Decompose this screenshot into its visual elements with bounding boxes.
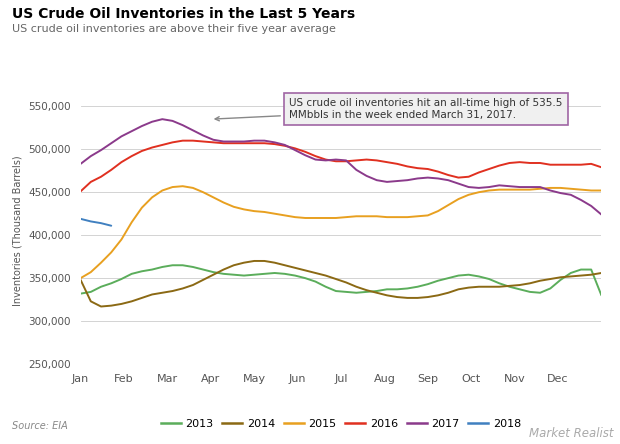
2015 [567,186,575,191]
2018 [77,216,84,222]
2018 [97,221,105,226]
2016 [77,189,84,194]
Text: Market Realist: Market Realist [529,427,614,440]
Line: 2014: 2014 [81,261,601,306]
2013 [598,293,605,298]
Line: 2013: 2013 [81,265,601,295]
2013 [332,288,340,293]
2015 [179,183,187,189]
2015 [598,188,605,193]
Y-axis label: Inventories (Thousand Barrels): Inventories (Thousand Barrels) [12,155,23,306]
2017 [424,175,432,180]
2013 [271,270,278,276]
2015 [77,275,84,281]
2016 [271,142,278,147]
2017 [598,212,605,217]
Legend: 2013, 2014, 2015, 2016, 2017, 2018: 2013, 2014, 2015, 2016, 2017, 2018 [156,414,526,433]
2013 [424,281,432,287]
2018 [87,219,94,224]
2013 [169,262,176,268]
Line: 2016: 2016 [81,141,601,191]
2016 [118,159,125,165]
2014 [434,293,441,298]
Text: Source: EIA: Source: EIA [12,420,68,431]
2017 [404,178,411,183]
2014 [128,299,135,304]
Line: 2017: 2017 [81,119,601,214]
2016 [179,138,187,143]
2013 [567,270,575,276]
2017 [77,161,84,166]
2015 [118,237,125,242]
2015 [271,211,278,216]
2016 [332,159,340,164]
2017 [271,140,278,145]
2016 [598,165,605,170]
2013 [77,291,84,296]
2016 [404,164,411,169]
2017 [118,134,125,139]
2015 [424,213,432,218]
2014 [342,280,350,285]
2013 [118,276,125,281]
2017 [567,192,575,198]
2017 [159,116,166,122]
2014 [281,262,288,268]
2014 [598,270,605,276]
Line: 2015: 2015 [81,186,601,278]
2014 [97,304,105,309]
Text: US crude oil inventories hit an all-time high of 535.5
MMbbls in the week ended : US crude oil inventories hit an all-time… [215,98,562,121]
2014 [250,258,258,264]
Text: US crude oil inventories are above their five year average: US crude oil inventories are above their… [12,24,336,35]
2014 [373,290,381,295]
Text: US Crude Oil Inventories in the Last 5 Years: US Crude Oil Inventories in the Last 5 Y… [12,7,355,21]
2016 [424,166,432,172]
2014 [414,295,422,301]
2014 [77,277,84,282]
2015 [404,214,411,220]
Line: 2018: 2018 [81,219,111,226]
2018 [107,223,115,228]
2017 [332,157,340,162]
2015 [332,215,340,221]
2013 [404,286,411,291]
2016 [567,162,575,167]
